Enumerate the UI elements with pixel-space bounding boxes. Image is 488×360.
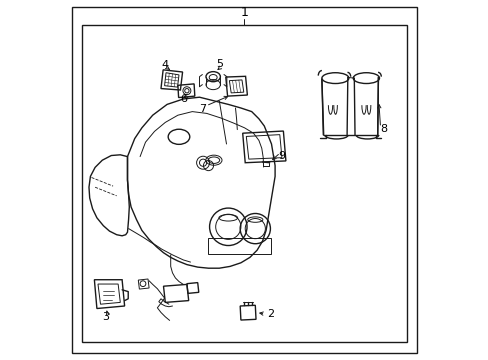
Text: 2: 2: [266, 309, 273, 319]
Text: 3: 3: [102, 312, 109, 322]
Text: 1: 1: [240, 6, 248, 19]
Text: 8: 8: [380, 123, 387, 134]
Text: 9: 9: [278, 150, 285, 161]
Text: 4: 4: [161, 60, 168, 70]
Text: 5: 5: [216, 59, 223, 69]
Text: 6: 6: [180, 94, 186, 104]
Text: 7: 7: [199, 104, 206, 114]
